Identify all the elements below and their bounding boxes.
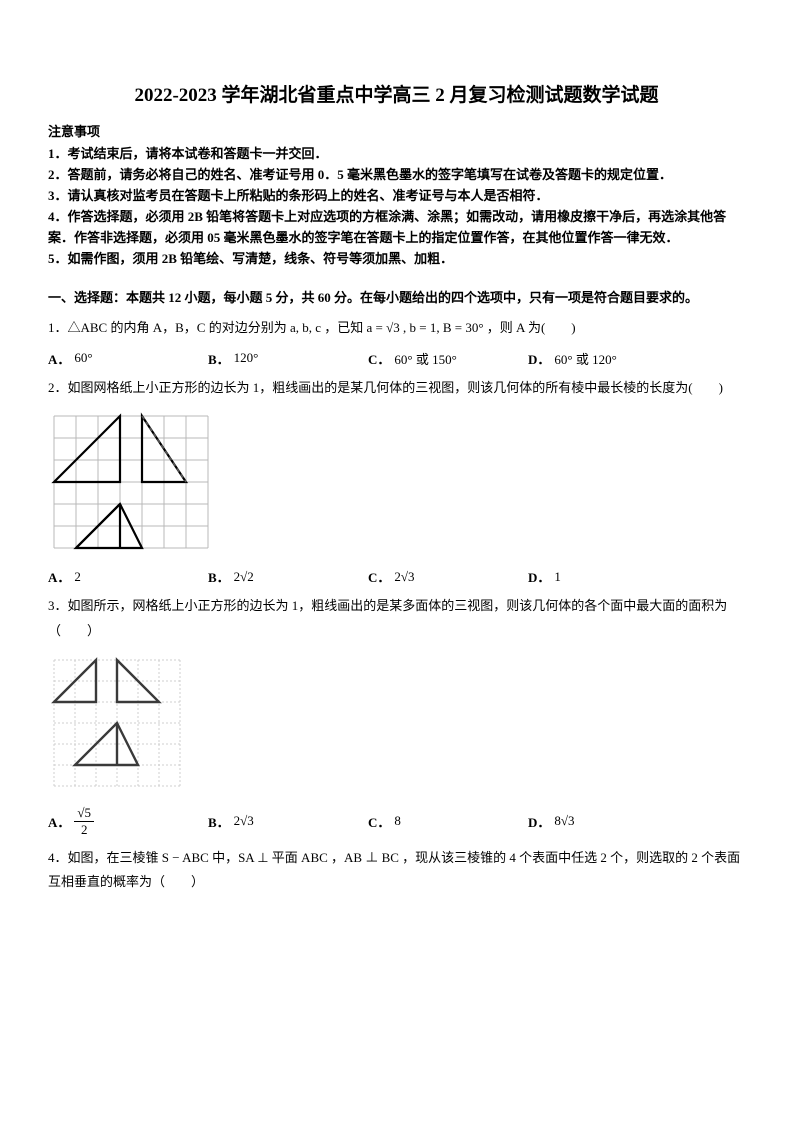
notice-line: 3．请认真核对监考员在答题卡上所粘贴的条形码上的姓名、准考证号与本人是否相符．	[48, 186, 745, 206]
option-label: D．	[528, 812, 550, 831]
option-text: 2√3	[234, 813, 254, 829]
question-2-figure	[48, 410, 745, 559]
option-text: 120°	[234, 350, 259, 366]
option-label: B．	[208, 567, 230, 586]
option-d: D．1	[528, 567, 688, 586]
option-text: 60°	[74, 350, 92, 366]
option-label: A．	[48, 567, 70, 586]
notice-line: 4．作答选择题，必须用 2B 铅笔将答题卡上对应选项的方框涂满、涂黑；如需改动，…	[48, 207, 745, 247]
option-d: D．8√3	[528, 805, 688, 838]
option-c: C．8	[368, 805, 528, 838]
option-text: 60° 或 150°	[394, 349, 456, 368]
question-1-options: A．60° B．120° C．60° 或 150° D．60° 或 120°	[48, 349, 745, 368]
option-text: 2	[74, 569, 81, 585]
option-c: C．2√3	[368, 567, 528, 586]
option-b: B．2√3	[208, 805, 368, 838]
option-label: D．	[528, 349, 550, 368]
option-label: A．	[48, 349, 70, 368]
section-heading: 一、选择题：本题共 12 小题，每小题 5 分，共 60 分。在每小题给出的四个…	[48, 287, 745, 306]
option-label: B．	[208, 349, 230, 368]
option-c: C．60° 或 150°	[368, 349, 528, 368]
option-text: 2√3	[394, 569, 414, 585]
option-d: D．60° 或 120°	[528, 349, 688, 368]
notice-line: 1．考试结束后，请将本试卷和答题卡一并交回．	[48, 144, 745, 164]
question-2: 2．如图网格纸上小正方形的边长为 1，粗线画出的是某几何体的三视图，则该几何体的…	[48, 376, 745, 401]
question-3-options: A． √52 B．2√3 C．8 D．8√3	[48, 805, 745, 838]
option-text: 8	[394, 813, 401, 829]
option-text: 8√3	[554, 813, 574, 829]
option-text: 60° 或 120°	[554, 349, 616, 368]
option-text: 2√2	[234, 569, 254, 585]
option-b: B．2√2	[208, 567, 368, 586]
option-label: A．	[48, 812, 70, 831]
question-3-figure	[48, 654, 745, 797]
question-2-options: A．2 B．2√2 C．2√3 D．1	[48, 567, 745, 586]
option-b: B．120°	[208, 349, 368, 368]
notice-line: 2．答题前，请务必将自己的姓名、准考证号用 0．5 毫米黑色墨水的签字笔填写在试…	[48, 165, 745, 185]
option-label: C．	[368, 812, 390, 831]
option-a: A．2	[48, 567, 208, 586]
page-title: 2022-2023 学年湖北省重点中学高三 2 月复习检测试题数学试题	[48, 80, 745, 107]
option-label: C．	[368, 567, 390, 586]
option-a: A．60°	[48, 349, 208, 368]
question-1: 1．△ABC 的内角 A，B，C 的对边分别为 a, b, c ，已知 a = …	[48, 316, 745, 341]
question-4: 4．如图，在三棱锥 S − ABC 中，SA ⊥ 平面 ABC ，AB ⊥ BC…	[48, 846, 745, 895]
option-label: D．	[528, 567, 550, 586]
question-3: 3．如图所示，网格纸上小正方形的边长为 1，粗线画出的是某多面体的三视图，则该几…	[48, 594, 745, 643]
notice-heading: 注意事项	[48, 121, 745, 140]
option-label: C．	[368, 349, 390, 368]
option-a: A． √52	[48, 805, 208, 838]
option-text: 1	[554, 569, 561, 585]
option-text: √52	[74, 805, 94, 838]
notice-line: 5．如需作图，须用 2B 铅笔绘、写清楚，线条、符号等须加黑、加粗．	[48, 249, 745, 269]
option-label: B．	[208, 812, 230, 831]
